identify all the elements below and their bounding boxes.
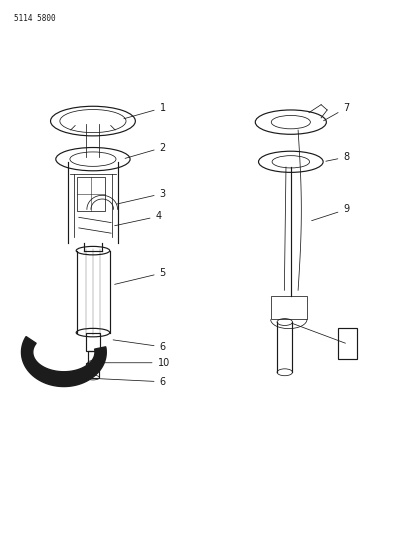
Text: 7: 7 [324, 103, 350, 121]
Text: 6: 6 [100, 377, 166, 387]
Text: 8: 8 [326, 152, 349, 162]
Text: 4: 4 [115, 211, 162, 225]
Text: 5: 5 [115, 268, 166, 285]
Text: 1: 1 [124, 103, 166, 119]
Text: 3: 3 [117, 189, 166, 204]
Polygon shape [22, 336, 106, 386]
Text: 5114 5800: 5114 5800 [14, 14, 56, 22]
Text: 2: 2 [125, 142, 166, 158]
Text: 10: 10 [101, 358, 170, 368]
Text: 9: 9 [312, 204, 349, 221]
Text: 6: 6 [113, 340, 166, 352]
